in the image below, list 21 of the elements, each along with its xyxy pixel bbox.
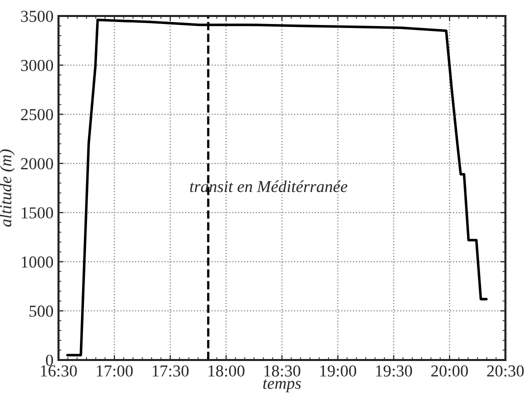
x-tick-label: 19:00: [320, 365, 356, 377]
x-tick-label: 17:30: [152, 365, 189, 377]
y-tick-label: 0: [46, 354, 54, 366]
y-tick-label: 1500: [22, 207, 54, 219]
annotation: transit en Méditérranée: [190, 180, 348, 192]
x-tick-label: 20:00: [431, 365, 468, 377]
x-tick-label: 16:30: [41, 365, 77, 377]
x-tick-label: 20:30: [487, 365, 524, 377]
y-tick-label: 1000: [22, 256, 54, 268]
x-tick-label: 18:30: [264, 365, 300, 377]
x-axis-title: temps: [263, 379, 301, 392]
x-tick-label: 19:30: [376, 365, 412, 377]
y-tick-label: 2000: [21, 158, 54, 170]
y-tick-label: 500: [30, 306, 54, 317]
y-tick-label: 2500: [21, 108, 54, 120]
line-series: [66, 18, 488, 356]
y-tick-label: 3000: [21, 60, 54, 72]
y-tick-label: 3500: [21, 10, 54, 22]
y-axis-title: altitude (m): [0, 149, 15, 227]
x-tick-label: 18:00: [208, 365, 244, 377]
x-tick-label: 17:00: [96, 365, 133, 377]
